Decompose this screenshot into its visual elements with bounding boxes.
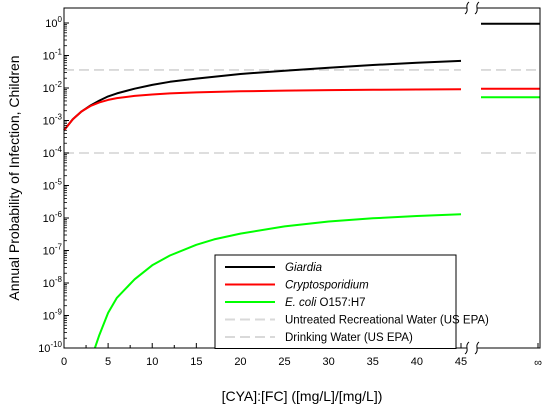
y-tick-label-6: 10-6 — [43, 210, 63, 225]
legend-label-0: Giardia — [285, 262, 322, 274]
infinity-segments — [481, 22, 540, 99]
x-tick-label-3: 15 — [190, 356, 202, 368]
y-tick-label-8: 10-8 — [43, 275, 63, 290]
y-tick-label-1: 10-1 — [43, 48, 63, 63]
x-axis-ticks: 0 5 10 15 20 25 30 35 40 45 ∞ — [61, 343, 542, 369]
break-squiggle-1-1 — [474, 341, 480, 355]
y-tick-label-7: 10-7 — [43, 243, 63, 258]
reference-lines — [64, 69, 540, 154]
x-tick-label-8: 40 — [411, 356, 423, 368]
y-tick-label-9: 10-9 — [43, 308, 63, 323]
y-tick-label-2: 10-2 — [43, 80, 63, 95]
x-tick-label-4: 20 — [234, 356, 246, 368]
y-tick-label-5: 10-5 — [43, 178, 63, 193]
series-lines — [63, 59, 462, 349]
x-tick-label-2: 10 — [146, 356, 158, 368]
y-axis-ticks: 100 10-1 10-2 10-3 10-4 10-5 10-6 10-7 10-8 10-9 1… — [38, 15, 69, 355]
break-squiggle-1-0 — [464, 341, 470, 355]
y-axis-title: Annual Probability of Infection, Childre… — [6, 55, 22, 300]
legend-label-1: Cryptosporidium — [285, 280, 369, 292]
series-line-2 — [93, 213, 462, 349]
axis-break-gap — [467, 2, 477, 354]
y-tick-label-3: 10-3 — [43, 113, 63, 128]
x-tick-label-9: 45 — [455, 356, 467, 368]
legend-label-4: Drinking Water (US EPA) — [285, 332, 413, 344]
x-tick-label-infinity: ∞ — [534, 357, 542, 369]
break-squiggle-0-0 — [464, 1, 470, 15]
legend: Giardia Cryptosporidium E. coli O157:H7 Unt… — [214, 254, 489, 349]
x-tick-label-5: 25 — [278, 356, 290, 368]
x-tick-label-1: 5 — [105, 356, 111, 368]
axis-break — [464, 1, 480, 355]
series-line-1 — [63, 88, 462, 131]
break-squiggle-0-1 — [474, 1, 480, 15]
legend-label-3: Untreated Recreational Water (US EPA) — [285, 315, 489, 327]
x-tick-label-0: 0 — [61, 356, 67, 368]
y-tick-label-4: 10-4 — [43, 145, 63, 160]
y-tick-label-10: 10-10 — [38, 340, 62, 355]
x-tick-label-6: 30 — [323, 356, 335, 368]
x-axis-title: [CYA]:[FC] ([mg/L]/[mg/L]) — [222, 388, 383, 404]
x-tick-label-7: 35 — [367, 356, 379, 368]
legend-label-2: E. coli O157:H7 — [285, 297, 366, 309]
y-tick-label-0: 100 — [45, 15, 62, 30]
